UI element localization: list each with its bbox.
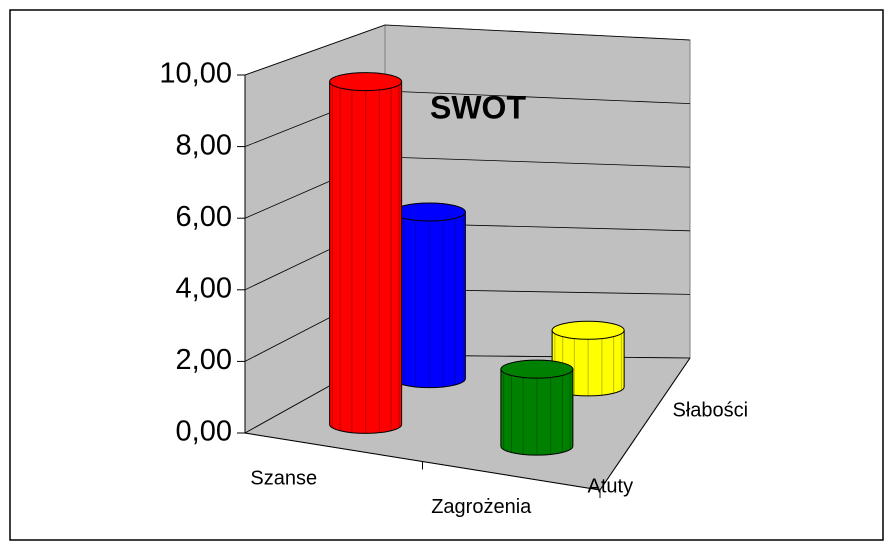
depth-axis <box>599 357 691 491</box>
legend-label: Słabości <box>673 399 749 421</box>
column <box>500 359 574 456</box>
column <box>392 202 466 389</box>
legend-label: Atuty <box>588 475 634 497</box>
grid-line <box>244 24 691 76</box>
y-tick-label: 4,00 <box>176 272 232 304</box>
x-tick-label: Szanse <box>250 468 317 490</box>
y-tick-label: 0,00 <box>176 416 232 448</box>
x-tick-label: Zagrożenia <box>431 496 532 518</box>
column <box>329 72 403 434</box>
columns <box>329 72 625 456</box>
y-tick-label: 10,00 <box>159 58 232 90</box>
column-top <box>551 320 625 340</box>
column-body <box>500 368 574 456</box>
y-tick-label: 8,00 <box>176 129 232 161</box>
y-tick-label: 6,00 <box>176 201 232 233</box>
chart-title: SWOT <box>430 89 526 125</box>
column-top <box>329 72 403 92</box>
column-top <box>392 202 466 222</box>
column-body <box>329 81 403 434</box>
y-tick-label: 2,00 <box>176 344 232 376</box>
column-top <box>500 359 574 379</box>
